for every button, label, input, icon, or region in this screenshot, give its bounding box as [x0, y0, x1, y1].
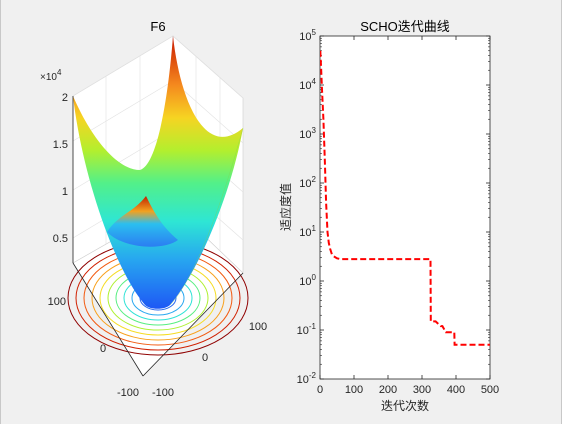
surface-axes: F6 [40, 19, 267, 399]
x-axis: 0 100 200 300 400 500 [317, 36, 499, 396]
surface-y-ticks: -100 0 100 [152, 321, 267, 399]
y-tick-label: 0 [202, 352, 208, 364]
z-tick-label: 1.5 [53, 139, 68, 151]
x-axis-label: 迭代次数 [381, 398, 429, 413]
surface-mesh [73, 36, 244, 309]
y-tick-label: 100 [249, 321, 267, 333]
x-tick-label: 100 [345, 384, 363, 396]
convergence-axes: SCHO迭代曲线 10-2 10-1 100 101 102 103 104 105 0 100… [278, 19, 499, 413]
x-tick-label: 200 [379, 384, 397, 396]
x-tick-label: 0 [317, 384, 323, 396]
y-axis-label: 适应度值 [278, 183, 293, 231]
y-axis: 10-2 10-1 100 101 102 103 104 105 [297, 28, 490, 386]
y-tick-label: 10-2 [297, 371, 317, 386]
y-tick-label: 104 [299, 77, 316, 92]
x-tick-label: 400 [447, 384, 465, 396]
y-tick-label: 103 [299, 126, 316, 141]
z-exponent-label: ×104 [40, 68, 62, 83]
convergence-line [320, 50, 490, 346]
y-tick-label: 101 [299, 224, 316, 239]
z-tick-label: 1 [62, 186, 68, 198]
plot-area [319, 35, 491, 380]
figure-left-edge [0, 0, 1, 424]
x-tick-label: 300 [413, 384, 431, 396]
y-tick-label: 105 [299, 28, 316, 43]
y-tick-label: 10-1 [297, 322, 317, 337]
y-tick-label: 100 [299, 273, 316, 288]
surface-x-ticks: 100 0 -100 [48, 296, 139, 399]
x-tick-label: 100 [48, 296, 66, 308]
surface-title: F6 [150, 19, 165, 34]
z-tick-label: 0.5 [53, 233, 68, 245]
series-layer [320, 50, 490, 346]
surface-frame [72, 96, 244, 377]
x-tick-label: 500 [481, 384, 499, 396]
surface-z-ticks: ×104 0.5 1 1.5 2 [40, 68, 68, 245]
x-tick-label: 0 [100, 343, 106, 355]
y-tick-label: -100 [152, 387, 174, 399]
convergence-title: SCHO迭代曲线 [360, 19, 450, 34]
z-tick-label: 2 [62, 92, 68, 104]
x-tick-label: -100 [117, 387, 139, 399]
y-tick-label: 102 [299, 175, 316, 190]
